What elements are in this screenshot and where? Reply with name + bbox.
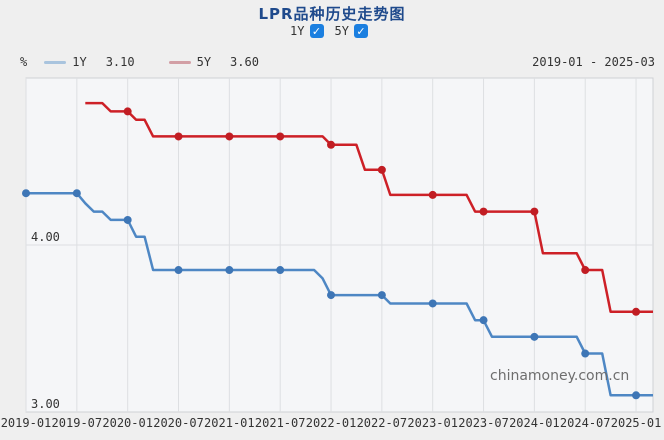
y-tick-label: 3.00 bbox=[31, 397, 60, 411]
checkbox-1y[interactable]: ✓ bbox=[309, 24, 324, 38]
x-tick-label: 2022-01 bbox=[306, 416, 357, 430]
x-tick-label: 2025-01 bbox=[611, 416, 662, 430]
series-toggles: 1Y ✓ 5Y ✓ bbox=[0, 24, 664, 38]
legend-swatch-5y bbox=[168, 60, 191, 64]
marker-5y bbox=[479, 207, 488, 216]
marker-1y bbox=[225, 266, 234, 275]
checkbox-5y[interactable]: ✓ bbox=[353, 24, 368, 38]
marker-1y bbox=[174, 266, 183, 275]
x-tick-label: 2024-07 bbox=[560, 416, 611, 430]
marker-5y bbox=[530, 207, 539, 216]
marker-1y bbox=[632, 391, 641, 400]
watermark: chinamoney.com.cn bbox=[490, 368, 630, 384]
x-tick-label: 2023-07 bbox=[458, 416, 509, 430]
x-tick-label: 2019-01 bbox=[1, 416, 52, 430]
marker-5y bbox=[581, 266, 590, 275]
x-tick-label: 2019-07 bbox=[52, 416, 103, 430]
line-1y bbox=[26, 191, 653, 397]
marker-1y bbox=[327, 291, 336, 300]
x-tick-label: 2021-01 bbox=[204, 416, 255, 430]
page-title: LPR品种历史走势图 bbox=[258, 5, 406, 23]
legend-value-5y: 3.60 bbox=[230, 55, 259, 69]
marker-1y bbox=[581, 349, 590, 358]
marker-1y bbox=[479, 316, 488, 325]
x-tick-label: 2021-07 bbox=[255, 416, 306, 430]
marker-5y bbox=[377, 165, 386, 174]
marker-5y bbox=[428, 190, 437, 199]
check-icon: ✓ bbox=[356, 24, 366, 38]
x-tick-label: 2023-01 bbox=[407, 416, 458, 430]
x-tick-label: 2020-01 bbox=[102, 416, 153, 430]
marker-1y bbox=[72, 189, 81, 198]
date-range: 2019-01 - 2025-03 bbox=[532, 55, 655, 69]
marker-1y bbox=[530, 332, 539, 341]
x-tick-label: 2022-07 bbox=[357, 416, 408, 430]
marker-1y bbox=[428, 299, 437, 308]
legend-label-5y: 5Y bbox=[196, 55, 212, 69]
marker-5y bbox=[276, 132, 285, 141]
marker-1y bbox=[22, 189, 30, 198]
marker-1y bbox=[123, 215, 132, 224]
legend-row: % 1Y 3.10 5Y 3.60 2019-01 - 2025-03 bbox=[0, 55, 664, 69]
legend-value-1y: 3.10 bbox=[105, 55, 135, 69]
marker-5y bbox=[632, 307, 641, 316]
marker-5y bbox=[327, 140, 336, 149]
marker-5y bbox=[123, 107, 132, 116]
toggle-label-5y: 5Y bbox=[334, 24, 349, 38]
marker-1y bbox=[377, 291, 386, 300]
marker-5y bbox=[225, 132, 234, 141]
marker-5y bbox=[174, 132, 183, 141]
marker-1y bbox=[276, 266, 285, 275]
y-axis-unit: % bbox=[20, 55, 28, 69]
toggle-label-1y: 1Y bbox=[290, 24, 305, 38]
x-tick-label: 2024-01 bbox=[509, 416, 560, 430]
legend-swatch-1y bbox=[44, 60, 67, 64]
y-tick-label: 4.00 bbox=[31, 230, 60, 244]
x-tick-label: 2020-07 bbox=[153, 416, 204, 430]
check-icon: ✓ bbox=[311, 24, 322, 38]
legend-label-1y: 1Y bbox=[72, 55, 87, 69]
